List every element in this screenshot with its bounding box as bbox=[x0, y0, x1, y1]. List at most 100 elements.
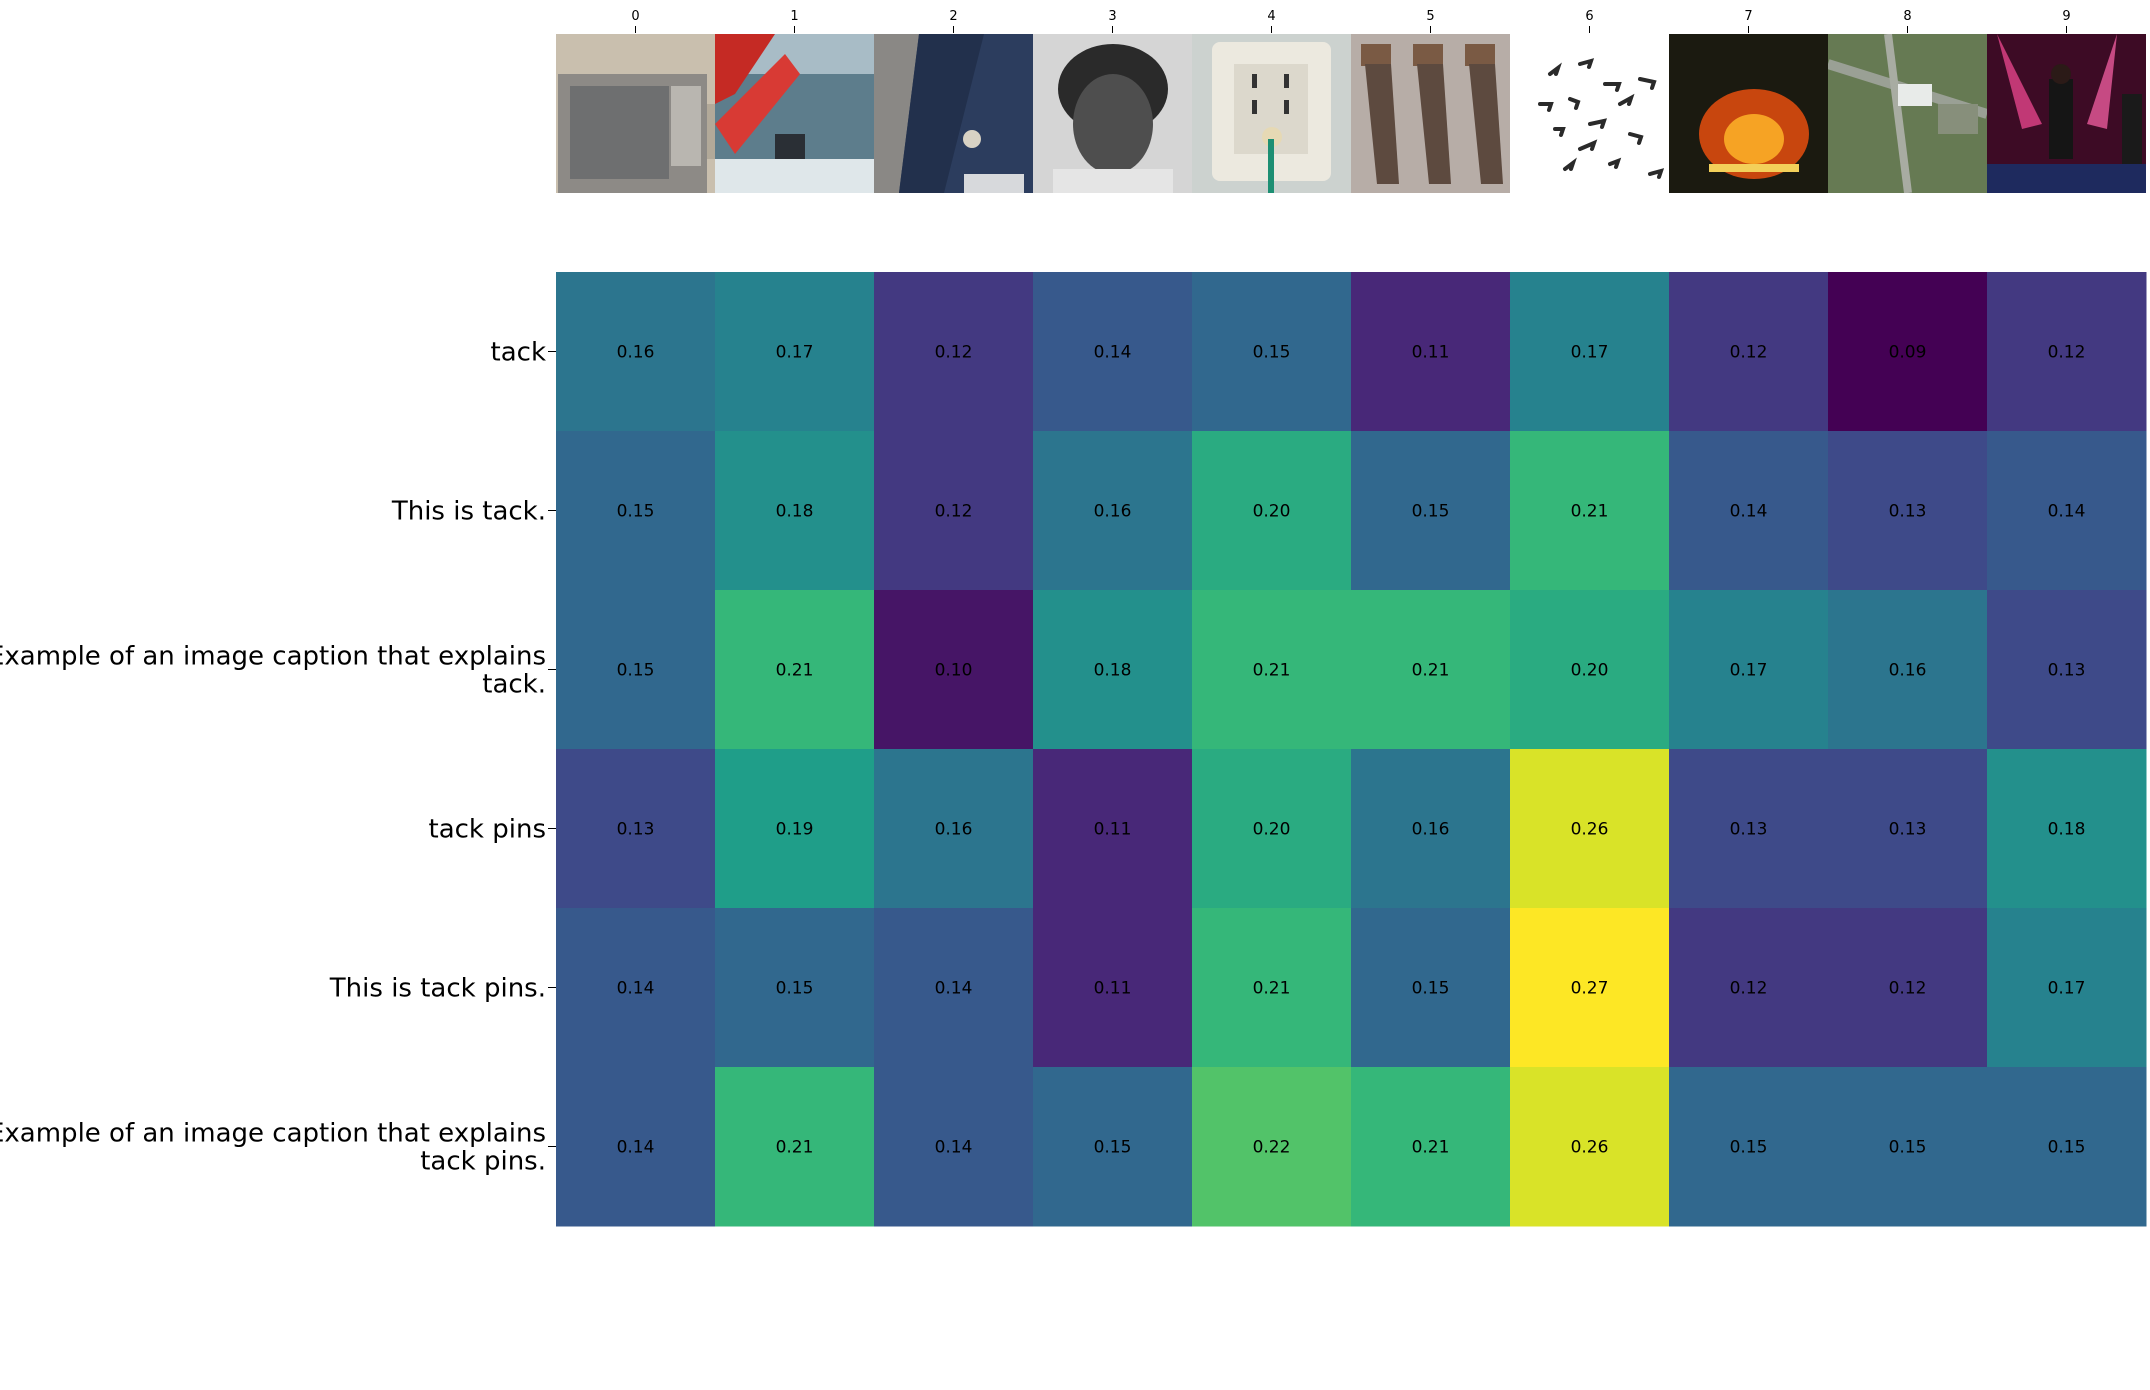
heatmap-cell bbox=[1510, 1067, 1670, 1227]
heatmap-cell bbox=[1351, 749, 1511, 909]
cell-value-label: 0.13 bbox=[1889, 820, 1927, 840]
heatmap-cell bbox=[1192, 431, 1352, 591]
y-tick-label: tack bbox=[491, 338, 546, 368]
heatmap-cells: 0.16 0.17 0.12 0.14 0.15 0.11 0.17 0.12 0.09 0.12… bbox=[556, 272, 2147, 1227]
heatmap-cell bbox=[1510, 908, 1670, 1068]
concert-stage-image-icon bbox=[1987, 34, 2146, 193]
cell-value-label: 0.11 bbox=[1094, 979, 1132, 999]
man-portrait-image-icon bbox=[1033, 34, 1192, 193]
tacks-pile-image-icon bbox=[1510, 34, 1669, 193]
heatmap-cell bbox=[1192, 272, 1352, 432]
furnace-fire-image-icon bbox=[1669, 34, 1828, 193]
heatmap-cell bbox=[1828, 908, 1988, 1068]
heatmap-cell bbox=[1669, 590, 1829, 750]
y-tick-label: tack pins bbox=[429, 815, 547, 845]
cell-value-label: 0.21 bbox=[776, 1138, 814, 1158]
heatmap-cell bbox=[874, 908, 1034, 1068]
x-tick-label: 0 bbox=[631, 9, 639, 24]
cell-value-label: 0.15 bbox=[1253, 343, 1291, 363]
cell-value-label: 0.16 bbox=[1412, 820, 1450, 840]
heatmap-cell bbox=[874, 1067, 1034, 1227]
microwave-image-icon bbox=[556, 34, 715, 193]
heatmap-cell bbox=[1669, 908, 1829, 1068]
suit-lapel-pin-image-icon bbox=[874, 34, 1033, 193]
cell-value-label: 0.12 bbox=[1730, 979, 1768, 999]
heatmap-cell bbox=[1828, 431, 1988, 591]
heatmap-cell bbox=[1192, 749, 1352, 909]
cell-value-label: 0.10 bbox=[935, 661, 973, 681]
cell-value-label: 0.21 bbox=[1412, 1138, 1450, 1158]
heatmap-cell bbox=[874, 431, 1034, 591]
heatmap-cell bbox=[1987, 431, 2147, 591]
heatmap-cell bbox=[1033, 749, 1193, 909]
cell-value-label: 0.17 bbox=[776, 343, 814, 363]
heatmap-cell bbox=[1033, 908, 1193, 1068]
heatmap-cell bbox=[556, 749, 716, 909]
heatmap-cell bbox=[1351, 908, 1511, 1068]
x-tick-label: 6 bbox=[1585, 9, 1593, 24]
heatmap-cell bbox=[874, 272, 1034, 432]
x-tick-label: 9 bbox=[2062, 9, 2070, 24]
cell-value-label: 0.18 bbox=[1094, 661, 1132, 681]
cell-value-label: 0.15 bbox=[1412, 979, 1450, 999]
cell-value-label: 0.15 bbox=[2048, 1138, 2086, 1158]
cell-value-label: 0.12 bbox=[1730, 343, 1768, 363]
heatmap-cell bbox=[556, 431, 716, 591]
y-tick-label: This is tack. bbox=[391, 497, 546, 527]
cell-value-label: 0.26 bbox=[1571, 1138, 1609, 1158]
heatmap-cell bbox=[1987, 272, 2147, 432]
heatmap-cell bbox=[715, 272, 875, 432]
cell-value-label: 0.17 bbox=[1730, 661, 1768, 681]
y-tick-label: Example of an image caption that explain… bbox=[0, 1119, 546, 1177]
cell-value-label: 0.16 bbox=[1889, 661, 1927, 681]
x-tick-label: 2 bbox=[949, 9, 957, 24]
cell-value-label: 0.12 bbox=[935, 502, 973, 522]
heatmap-cell bbox=[1192, 590, 1352, 750]
cell-value-label: 0.15 bbox=[617, 661, 655, 681]
heatmap-cell bbox=[1192, 1067, 1352, 1227]
heatmap-cell bbox=[715, 590, 875, 750]
cell-value-label: 0.11 bbox=[1094, 820, 1132, 840]
y-tick-label: This is tack pins. bbox=[329, 974, 546, 1004]
heatmap-cell bbox=[1828, 590, 1988, 750]
heatmap-cell bbox=[1510, 749, 1670, 909]
heatmap-cell bbox=[1510, 272, 1670, 432]
heatmap-cell bbox=[1669, 431, 1829, 591]
heatmap-cell bbox=[1351, 431, 1511, 591]
cell-value-label: 0.16 bbox=[617, 343, 655, 363]
heatmap-cell bbox=[715, 1067, 875, 1227]
heatmap-cell bbox=[1351, 1067, 1511, 1227]
cell-value-label: 0.14 bbox=[1094, 343, 1132, 363]
cell-value-label: 0.13 bbox=[617, 820, 655, 840]
heatmap-cell bbox=[874, 749, 1034, 909]
cell-value-label: 0.21 bbox=[1253, 979, 1291, 999]
cell-value-label: 0.20 bbox=[1571, 661, 1609, 681]
cell-value-label: 0.14 bbox=[935, 979, 973, 999]
cell-value-label: 0.14 bbox=[617, 979, 655, 999]
cell-value-label: 0.12 bbox=[1889, 979, 1927, 999]
airport-aerial-image-icon bbox=[1828, 34, 1987, 193]
cell-value-label: 0.14 bbox=[1730, 502, 1768, 522]
cell-value-label: 0.14 bbox=[2048, 502, 2086, 522]
cell-value-label: 0.13 bbox=[1889, 502, 1927, 522]
cell-value-label: 0.21 bbox=[1253, 661, 1291, 681]
cell-value-label: 0.15 bbox=[617, 502, 655, 522]
heatmap-cell bbox=[1033, 272, 1193, 432]
heatmap-cell bbox=[1510, 431, 1670, 591]
heatmap-cell bbox=[1192, 908, 1352, 1068]
cell-value-label: 0.26 bbox=[1571, 820, 1609, 840]
electrical-outlet-image-icon bbox=[1192, 34, 1351, 193]
cell-value-label: 0.12 bbox=[2048, 343, 2086, 363]
x-tick-label: 1 bbox=[790, 9, 798, 24]
cell-value-label: 0.15 bbox=[776, 979, 814, 999]
heatmap-cell bbox=[1987, 590, 2147, 750]
cell-value-label: 0.18 bbox=[2048, 820, 2086, 840]
cell-value-label: 0.15 bbox=[1730, 1138, 1768, 1158]
cell-value-label: 0.14 bbox=[617, 1138, 655, 1158]
cell-value-label: 0.13 bbox=[2048, 661, 2086, 681]
heatmap-cell bbox=[556, 272, 716, 432]
x-tick-label: 8 bbox=[1903, 9, 1911, 24]
heatmap-cell bbox=[874, 590, 1034, 750]
cell-value-label: 0.18 bbox=[776, 502, 814, 522]
heatmap-cell bbox=[556, 908, 716, 1068]
